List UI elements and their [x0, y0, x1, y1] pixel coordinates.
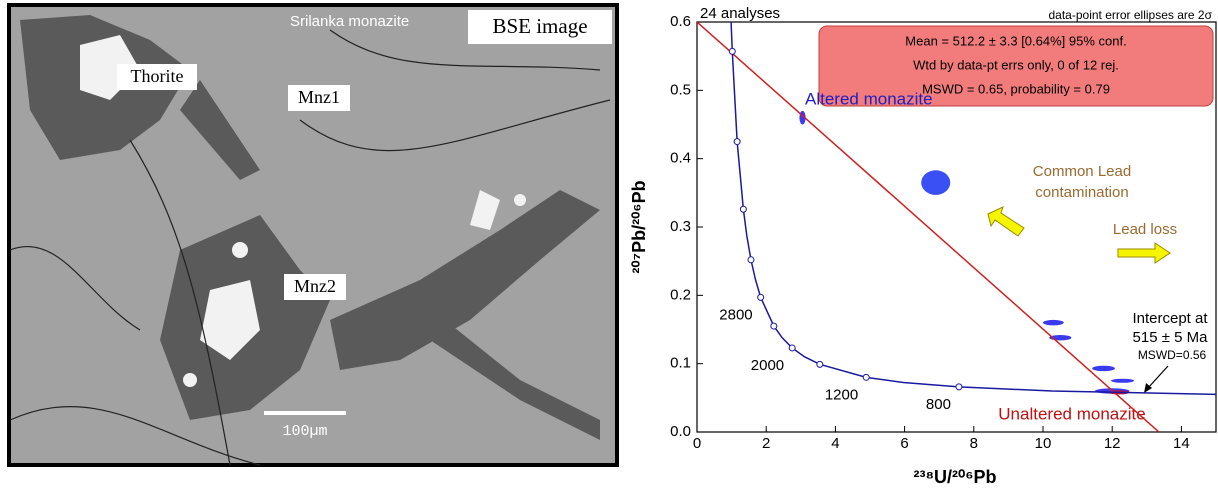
y-axis-label: ²⁰⁷Pb/²⁰⁶Pb: [629, 180, 649, 273]
age-marker: [747, 256, 755, 264]
age-label: 1200: [825, 386, 858, 403]
stats-box: [818, 25, 1214, 107]
bright-phase: [80, 35, 526, 387]
x-tick-label: 14: [1173, 435, 1190, 452]
error-ellipse: [921, 170, 951, 195]
regression-line: [697, 22, 1160, 432]
altered-label: Altered monazite: [805, 89, 933, 108]
x-tick-label: 0: [693, 435, 701, 452]
scale-label: 100µm: [282, 423, 327, 440]
y-tick-label: 0.0: [670, 423, 691, 440]
pointer: [1147, 365, 1169, 389]
arrow: [987, 206, 1025, 237]
bse-image: Srilanka monazite BSE image Thorite Mnz1…: [7, 3, 619, 467]
age-marker: [788, 344, 796, 352]
stats-line: Wtd by data-pt errs only, 0 of 12 rej.: [913, 57, 1119, 72]
age-marker: [862, 373, 870, 381]
y-tick-label: 0.1: [670, 355, 691, 372]
y-tick-label: 0.5: [670, 81, 691, 98]
stats-line: Mean = 512.2 ± 3.3 [0.64%] 95% conf.: [905, 33, 1126, 48]
age-marker: [728, 47, 736, 55]
concordia-curve: [730, 22, 1216, 396]
y-tick-label: 0.4: [670, 150, 691, 167]
analyses-note: 24 analyses: [700, 5, 780, 22]
label-box: [288, 85, 350, 111]
age-marker: [770, 322, 778, 330]
common-lead-label: contamination: [1035, 184, 1128, 201]
x-tick-label: 8: [970, 435, 978, 452]
age-label: 800: [926, 396, 951, 413]
x-tick-label: 12: [1104, 435, 1121, 452]
age-marker: [955, 383, 963, 391]
age-marker: [739, 205, 747, 213]
x-tick-label: 10: [1035, 435, 1052, 452]
label-box: [117, 64, 197, 90]
error-note: data-point error ellipses are 2σ: [1049, 8, 1213, 22]
unaltered-label: Unaltered monazite: [998, 404, 1145, 423]
mineral-label: Mnz2: [294, 276, 336, 296]
x-axis-label: ²³⁸U/²⁰⁶Pb: [914, 467, 997, 487]
y-tick-label: 0.6: [670, 13, 691, 30]
caption: BSE image: [492, 14, 587, 38]
mineral-label: Mnz1: [298, 87, 340, 107]
error-ellipse: [1111, 378, 1134, 383]
plot: [697, 22, 1216, 432]
error-ellipse: [1092, 365, 1115, 372]
age-marker: [816, 360, 824, 368]
pointer-head: [1144, 383, 1152, 393]
lead-loss-label: Lead loss: [1113, 221, 1177, 238]
intercept-label: MSWD=0.56: [1138, 348, 1207, 362]
intercept-label: 515 ± 5 Ma: [1133, 329, 1209, 346]
age-marker: [757, 293, 765, 301]
x-tick-label: 6: [900, 435, 908, 452]
mineral-label: Thorite: [131, 66, 184, 86]
y-tick-label: 0.2: [670, 286, 691, 303]
stats-line: MSWD = 0.65, probability = 0.79: [922, 81, 1110, 96]
arrow: [1117, 242, 1171, 264]
age-marker: [733, 138, 741, 146]
age-label: 2800: [719, 306, 752, 323]
age-label: 2000: [751, 357, 784, 374]
intercept-label: Intercept at: [1132, 310, 1208, 327]
label-box: [284, 274, 346, 300]
y-tick-label: 0.3: [670, 218, 691, 235]
x-tick-label: 2: [762, 435, 770, 452]
common-lead-label: Common Lead: [1033, 163, 1131, 180]
cracks: [9, 29, 611, 466]
caption-box: [468, 10, 612, 44]
error-ellipse: [1043, 319, 1064, 326]
x-tick-label: 4: [831, 435, 839, 452]
sample-label: Srilanka monazite: [290, 13, 409, 30]
